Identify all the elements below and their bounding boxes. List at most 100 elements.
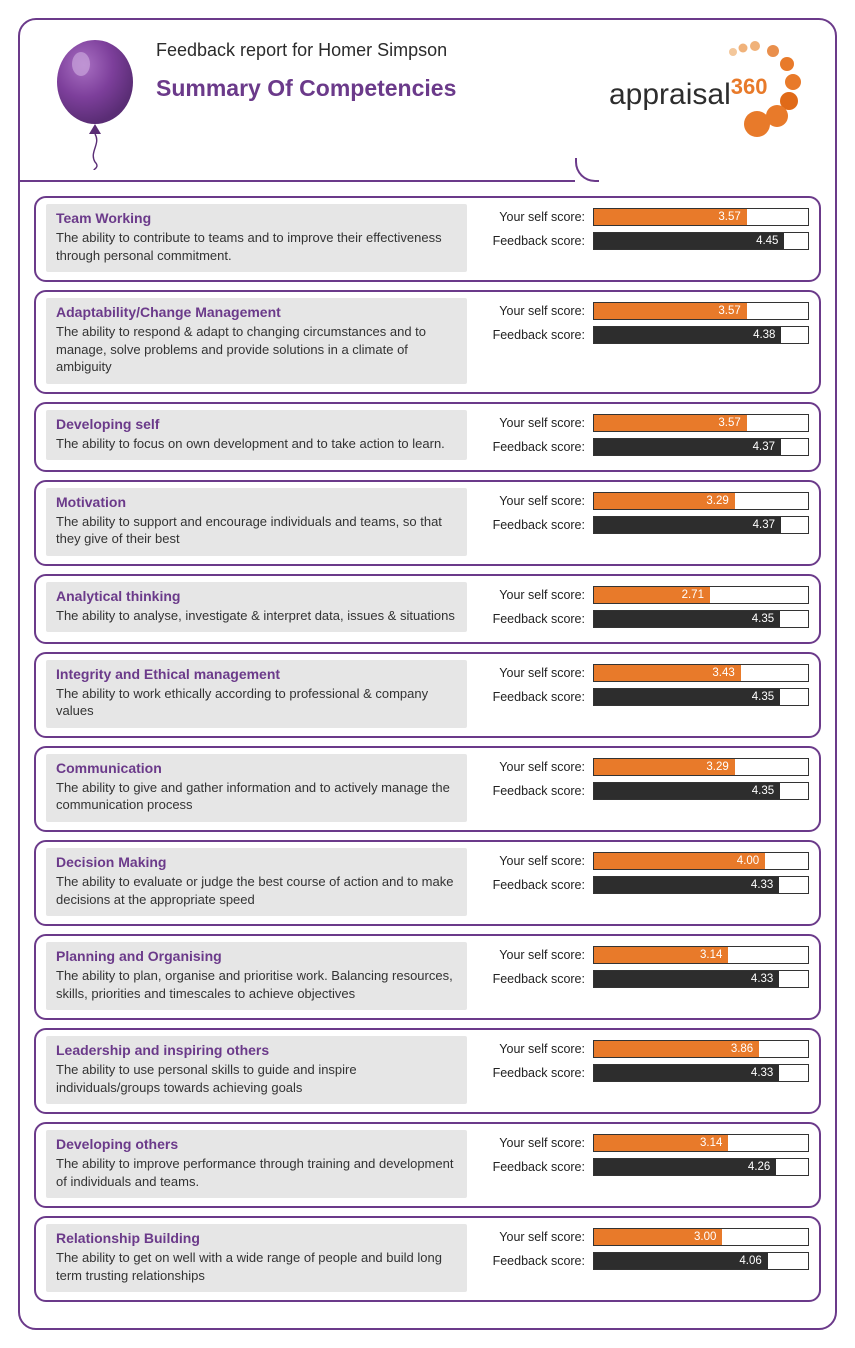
competency-description: The ability to focus on own development … [56,435,457,453]
score-bar-fill: 4.35 [594,783,780,799]
score-bar: 4.35 [593,610,809,628]
self-score-row: Your self score: 2.71 [479,586,809,604]
competency-title: Developing others [56,1136,457,1152]
score-bar-fill: 3.00 [594,1229,722,1245]
competency-title: Relationship Building [56,1230,457,1246]
competency-description: The ability to respond & adapt to changi… [56,323,457,376]
report-page: Feedback report for Homer Simpson Summar… [18,18,837,1330]
competency-scores: Your self score:3.57Feedback score:4.37 [479,410,809,462]
self-score-row: Your self score:3.29 [479,492,809,510]
competency-title: Integrity and Ethical management [56,666,457,682]
competency-info: Planning and OrganisingThe ability to pl… [46,942,467,1010]
competency-title: Motivation [56,494,457,510]
competency-description: The ability to improve performance throu… [56,1155,457,1190]
self-score-row: Your self score: 4.00 [479,852,809,870]
self-score-row: Your self score:3.57 [479,302,809,320]
score-bar-fill: 3.29 [594,493,735,509]
self-score-row: Your self score:3.14 [479,1134,809,1152]
score-bar: 4.37 [593,516,809,534]
score-bar: 3.29 [593,758,809,776]
logo-word-2: 360 [731,74,768,99]
score-label: Feedback score: [479,1254,593,1268]
logo-word-1: appraisal [609,78,731,111]
competency-card: Team WorkingThe ability to contribute to… [34,196,821,282]
score-label: Feedback score: [479,518,593,532]
score-bar: 3.57 [593,414,809,432]
competency-card: Relationship Building The ability to get … [34,1216,821,1302]
score-value: 3.14 [700,1137,722,1149]
competency-title: Communication [56,760,457,776]
score-value: 4.26 [748,1161,770,1173]
competency-card: Motivation The ability to support and enc… [34,480,821,566]
competency-info: Developing self The ability to focus on o… [46,410,467,461]
competency-title: Developing self [56,416,457,432]
score-label: Your self score: [479,588,593,602]
feedback-score-row: Feedback score:4.33 [479,876,809,894]
score-bar: 3.29 [593,492,809,510]
score-value: 4.45 [756,235,778,247]
competency-info: Analytical thinkingThe ability to analys… [46,582,467,633]
balloon-icon [40,36,150,170]
score-label: Feedback score: [479,972,593,986]
competency-info: Developing others The ability to improve … [46,1130,467,1198]
score-value: 4.37 [753,441,775,453]
score-value: 4.33 [751,1067,773,1079]
score-value: 3.43 [712,667,734,679]
score-bar-fill: 4.37 [594,517,781,533]
score-label: Feedback score: [479,784,593,798]
score-label: Your self score: [479,666,593,680]
competency-info: CommunicationThe ability to give and gat… [46,754,467,822]
competency-description: The ability to get on well with a wide r… [56,1249,457,1284]
score-bar-fill: 3.86 [594,1041,759,1057]
score-label: Your self score: [479,760,593,774]
competency-scores: Your self score:3.14 Feedback score:4.26 [479,1130,809,1182]
competency-info: Relationship Building The ability to get … [46,1224,467,1292]
score-value: 3.86 [731,1043,753,1055]
score-label: Feedback score: [479,440,593,454]
score-value: 4.35 [752,613,774,625]
competency-scores: Your self score: 4.00 Feedback score:4.33 [479,848,809,900]
score-bar-fill: 4.35 [594,611,780,627]
self-score-row: Your self score:3.00 [479,1228,809,1246]
competency-description: The ability to support and encourage ind… [56,513,457,548]
competency-card: Planning and OrganisingThe ability to pl… [34,934,821,1020]
feedback-score-row: Feedback score:4.26 [479,1158,809,1176]
score-bar: 2.71 [593,586,809,604]
competency-scores: Your self score:3.43Feedback score:4.35 [479,660,809,712]
score-value: 4.37 [753,519,775,531]
score-bar: 3.00 [593,1228,809,1246]
score-bar: 3.57 [593,208,809,226]
score-bar: 3.86 [593,1040,809,1058]
score-value: 3.57 [718,305,740,317]
competency-info: Decision MakingThe ability to evaluate o… [46,848,467,916]
score-bar-fill: 4.35 [594,689,780,705]
score-value: 2.71 [682,589,704,601]
score-bar-fill: 4.33 [594,1065,779,1081]
score-bar: 4.33 [593,876,809,894]
score-bar: 4.35 [593,782,809,800]
score-bar: 3.43 [593,664,809,682]
self-score-row: Your self score: 3.43 [479,664,809,682]
score-bar: 4.37 [593,438,809,456]
self-score-row: Your self score:3.57 [479,414,809,432]
competency-info: Adaptability/Change ManagementThe abilit… [46,298,467,384]
score-label: Your self score: [479,854,593,868]
score-value: 4.00 [737,855,759,867]
score-value: 4.35 [752,785,774,797]
feedback-score-row: Feedback score: 4.37 [479,438,809,456]
competency-scores: Your self score:3.86Feedback score:4.33 [479,1036,809,1088]
score-bar-fill: 3.43 [594,665,741,681]
score-bar-fill: 3.14 [594,947,728,963]
competency-card: Analytical thinkingThe ability to analys… [34,574,821,644]
score-label: Feedback score: [479,612,593,626]
competency-info: Team WorkingThe ability to contribute to… [46,204,467,272]
feedback-score-row: Feedback score:4.38 [479,326,809,344]
score-value: 4.33 [751,879,773,891]
competency-scores: Your self score:3.29 Feedback score: 4.37 [479,488,809,540]
score-label: Your self score: [479,948,593,962]
competency-description: The ability to contribute to teams and t… [56,229,457,264]
score-label: Your self score: [479,416,593,430]
score-value: 3.14 [700,949,722,961]
score-value: 4.33 [751,973,773,985]
score-bar-fill: 4.37 [594,439,781,455]
